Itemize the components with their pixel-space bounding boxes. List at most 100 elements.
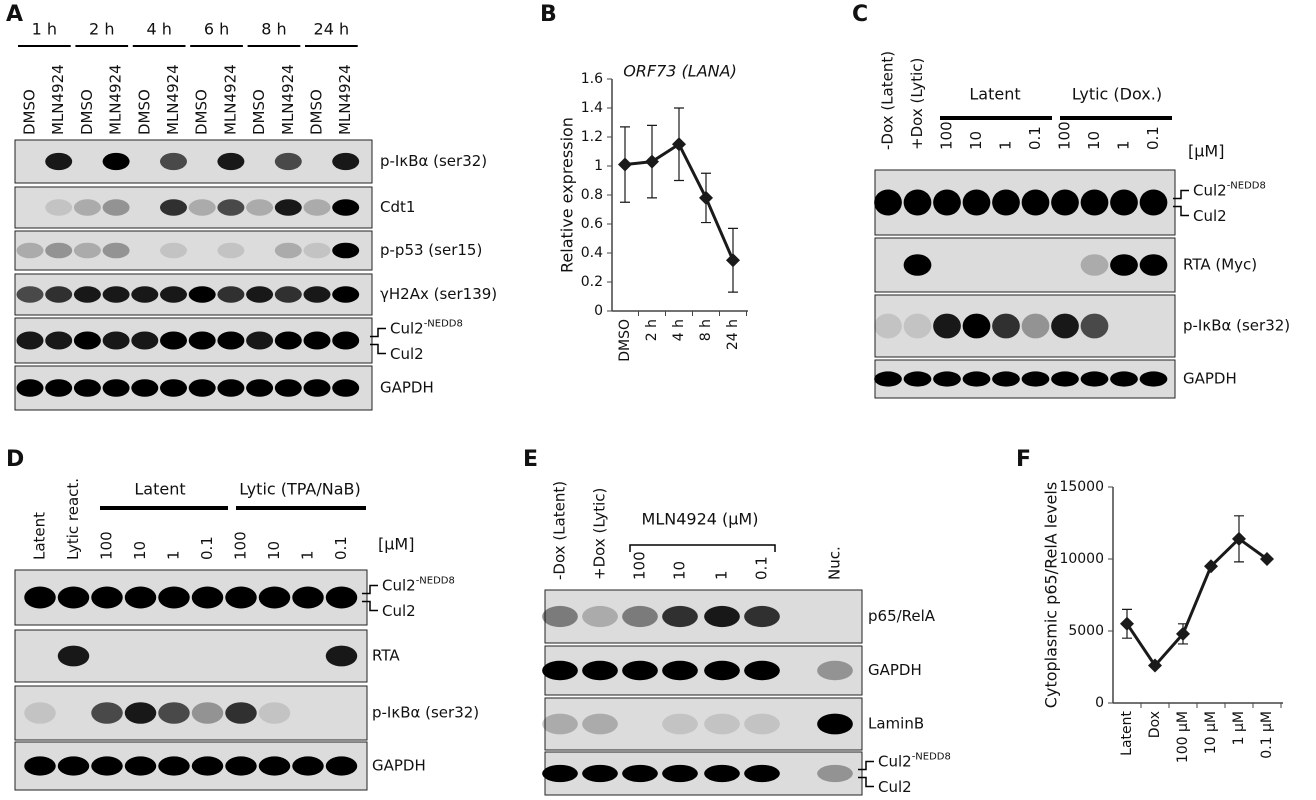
label-main: Cul2 [382, 576, 416, 594]
label-main: Cul2 [1193, 181, 1227, 199]
lane-label: MLN4924 [49, 64, 67, 135]
lane-label: Nuc. [826, 546, 844, 580]
bracket [1173, 205, 1189, 217]
bracket [858, 776, 874, 788]
blot-band [24, 586, 56, 609]
blot-label: Cul2-NEDD8 [1193, 181, 1266, 200]
blot-label: Cdt1 [380, 198, 415, 216]
blot-band [131, 331, 159, 350]
blot-band [582, 605, 618, 628]
blot-band [817, 660, 853, 681]
blot-band [582, 660, 618, 681]
lane-label: 0.1 [1144, 126, 1162, 150]
blot-band [1021, 189, 1050, 216]
timepoint-label: 2 h [89, 20, 114, 39]
blot-strip [14, 685, 368, 741]
blot-band [217, 242, 245, 259]
label-main: Cul2 [878, 752, 912, 770]
blot-band [874, 189, 902, 216]
blot-band [962, 189, 991, 216]
lane-label: 1 [299, 550, 317, 560]
blot-label: Cul2-NEDD8 [878, 752, 951, 771]
y-tick-label: 1.4 [581, 100, 603, 116]
blot-band [582, 764, 618, 783]
blot-band [57, 645, 90, 667]
data-point [1120, 616, 1134, 631]
blot-band [160, 152, 187, 171]
lane-label: DMSO [193, 89, 211, 135]
blot-band [332, 286, 360, 303]
blot-band [1051, 371, 1079, 387]
blot-band [622, 764, 658, 783]
blot-band [258, 756, 291, 776]
blot-band [102, 199, 130, 216]
lane-label: 10 [967, 131, 985, 150]
blot-label: GAPDH [380, 379, 434, 397]
blot-band [16, 379, 44, 397]
group-bracket [629, 544, 776, 552]
blot-band [217, 286, 245, 303]
blot-band [274, 242, 302, 259]
bracket [362, 600, 378, 612]
blot-band [131, 379, 159, 397]
blot-band [73, 286, 101, 303]
blot-band [332, 331, 360, 350]
blot-band [744, 660, 780, 681]
timepoint-label: 6 h [204, 20, 229, 39]
blot-band [332, 199, 360, 216]
blot-strip [14, 186, 373, 229]
blot-label: Cul2 [382, 602, 416, 620]
group-label: Lytic (Dox.) [1072, 85, 1162, 104]
blot-label: p-IκBα (ser32) [372, 704, 479, 722]
blot-band [16, 286, 44, 303]
blot-band [45, 152, 73, 171]
blot-band [325, 645, 358, 667]
blot-band [188, 199, 216, 216]
blot-band [704, 764, 740, 783]
y-tick-label: 0 [594, 303, 603, 319]
data-point [1232, 531, 1246, 546]
blot-band [303, 286, 331, 303]
blot-band [704, 660, 740, 681]
lane-label: MLN4924 [221, 64, 239, 135]
blot-band [325, 756, 358, 776]
blot-band [662, 605, 698, 628]
blot-band [57, 756, 90, 776]
blot-band [225, 756, 257, 776]
label-superscript: -NEDD8 [912, 752, 951, 763]
blot-band [582, 713, 618, 735]
blot-band [45, 331, 73, 350]
blot-band [903, 371, 932, 387]
lane-label: 100 [1056, 121, 1074, 150]
blot-band [332, 152, 360, 171]
blot-label: Cul2-NEDD8 [390, 319, 463, 338]
blot-band [1051, 189, 1079, 216]
lane-label: MLN4924 [164, 64, 182, 135]
blot-band [158, 756, 190, 776]
blot-band [903, 254, 932, 276]
blot-band [246, 331, 274, 350]
blot-band [744, 764, 780, 783]
lane-label: 0.1 [753, 556, 771, 580]
lane-label: DMSO [21, 89, 39, 135]
blot-band [258, 702, 291, 724]
blot-label: p-IκBα (ser32) [1183, 317, 1290, 335]
blot-band [1110, 371, 1138, 387]
blot-label: p-p53 (ser15) [380, 241, 482, 259]
blot-band [124, 756, 157, 776]
blot-band [303, 331, 331, 350]
bracket [370, 343, 386, 355]
blot-band [45, 242, 73, 259]
timepoint-label: 8 h [261, 20, 286, 39]
blot-band [91, 702, 123, 724]
lane-label: 100 [98, 531, 116, 560]
lane-label: Latent [31, 512, 49, 560]
lane-label: +Dox (Lytic) [591, 488, 609, 580]
blot-label: p-IκBα (ser32) [380, 152, 487, 170]
data-point [672, 137, 686, 152]
blot-label: LaminB [868, 715, 924, 733]
y-tick-label: 5000 [1068, 623, 1104, 639]
blot-label: RTA (Myc) [1183, 256, 1257, 274]
blot-band [16, 331, 44, 350]
